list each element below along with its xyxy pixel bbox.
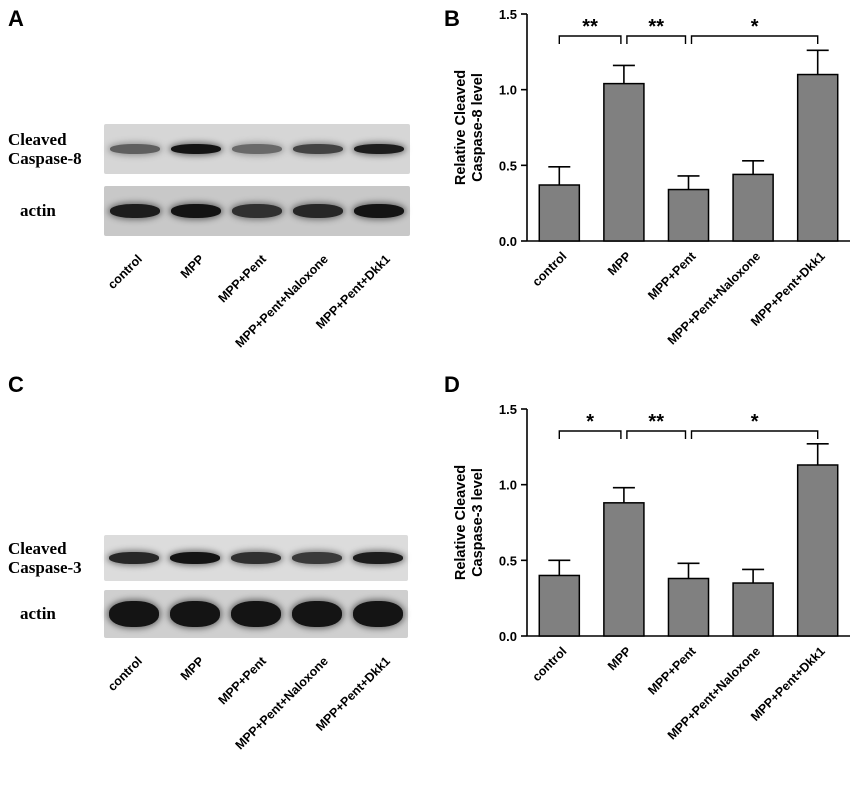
chart-d-content: 0.0 0.5 1.0 1.5 Relative Cleaved Caspase-3 le… bbox=[453, 402, 850, 743]
blot-c-target-label-line1: Cleaved bbox=[8, 539, 67, 558]
bar-chart-d: 0.0 0.5 1.0 1.5 Relative Cleaved Caspase-3 le… bbox=[453, 402, 850, 743]
chart-d-significance-bracket-3 bbox=[690, 430, 819, 439]
blot-a-target-strip bbox=[104, 124, 410, 174]
blot-a-actin-band-4 bbox=[293, 204, 344, 218]
blot-c-actin-band-3 bbox=[231, 601, 281, 627]
panel-letter-d: D bbox=[444, 372, 460, 397]
chart-b-significance-label-3: * bbox=[751, 16, 759, 38]
blot-c-actin-band-1 bbox=[109, 601, 160, 627]
blot-c-target-band-5 bbox=[352, 552, 403, 564]
blot-c-target-label: Cleaved Caspase-3 bbox=[8, 539, 82, 577]
chart-b-bar-2 bbox=[603, 82, 645, 242]
blot-c-actin-band-2 bbox=[170, 601, 221, 627]
blot-a-actin-band-1 bbox=[109, 204, 160, 218]
blot-a-target-label-line1: Cleaved bbox=[8, 130, 67, 149]
chart-b-bar-3 bbox=[667, 188, 710, 242]
blot-a-target-band-1 bbox=[109, 144, 160, 154]
chart-d-ytick-label-0: 0.0 bbox=[499, 629, 517, 644]
chart-d-bar-3 bbox=[667, 577, 710, 637]
blot-c-actin-strip bbox=[104, 590, 408, 638]
chart-d-ytick-label-3: 1.5 bbox=[499, 402, 517, 417]
blot-c-target-label-line2: Caspase-3 bbox=[8, 558, 82, 577]
chart-d-xtick-label-2: MPP bbox=[605, 644, 634, 673]
blot-a-actin-label: actin bbox=[20, 201, 56, 220]
chart-b-ytick-label-2: 1.0 bbox=[499, 83, 517, 98]
chart-d-ylabel-line-1: Relative Cleaved bbox=[453, 465, 469, 580]
chart-b-ytick-label-0: 0.0 bbox=[499, 234, 517, 249]
chart-d-xtick-label-3: MPP+Pent bbox=[645, 644, 699, 698]
chart-d-bar-1 bbox=[538, 574, 581, 637]
chart-d-significance-label-3: * bbox=[751, 411, 759, 433]
chart-b-bar-1 bbox=[538, 184, 581, 242]
blot-c-target-band-1 bbox=[109, 552, 160, 564]
chart-b-ytick-label-3: 1.5 bbox=[499, 7, 517, 22]
chart-d-ytick-label-2: 1.0 bbox=[499, 478, 517, 493]
blot-a-actin-band-2 bbox=[170, 204, 221, 218]
blot-c-target-strip bbox=[104, 535, 408, 581]
blot-a-target-label-line2: Caspase-8 bbox=[8, 149, 82, 168]
chart-b-significance-bracket-1 bbox=[558, 35, 622, 44]
blot-a-target-band-2 bbox=[170, 144, 221, 154]
blot-c-target-band-3 bbox=[231, 552, 281, 564]
blot-a-target-label: Cleaved Caspase-8 bbox=[8, 130, 82, 168]
blot-a-actin-strip bbox=[104, 186, 410, 236]
blot-a-target-band-3 bbox=[231, 144, 283, 154]
blot-c-target-band-4 bbox=[291, 552, 342, 564]
chart-b-ylabel-line-1: Relative Cleaved bbox=[453, 70, 469, 185]
chart-b-significance-bracket-3 bbox=[690, 35, 819, 44]
blot-a-target-band-4 bbox=[293, 144, 344, 154]
blot-c-actin-band-4 bbox=[291, 601, 342, 627]
panel-letter-a: A bbox=[8, 6, 24, 31]
chart-b-bar-4 bbox=[732, 173, 774, 242]
chart-b-significance-label-2: ** bbox=[648, 16, 664, 38]
chart-d-ylabel-line-2: Caspase-3 level bbox=[470, 468, 486, 577]
chart-b-ytick-label-1: 0.5 bbox=[499, 158, 517, 173]
blot-c-target-band-2 bbox=[170, 552, 221, 564]
chart-d-significance-bracket-1 bbox=[558, 430, 622, 439]
chart-d-ytick-label-1: 0.5 bbox=[499, 553, 517, 568]
blot-a-target-band-5 bbox=[354, 144, 405, 154]
chart-d-bar-5 bbox=[796, 464, 839, 637]
chart-d-significance-bracket-2 bbox=[626, 430, 687, 439]
bar-chart-b: 0.0 0.5 1.0 1.5 Relative Cleaved Caspase-8 le… bbox=[453, 7, 850, 348]
chart-d-bar-4 bbox=[732, 582, 774, 637]
chart-d-bar-2 bbox=[603, 502, 645, 637]
chart-d-significance-label-1: * bbox=[586, 411, 594, 433]
panel-letter-b: B bbox=[444, 6, 460, 31]
chart-b-significance-label-1: ** bbox=[582, 16, 598, 38]
blot-c-actin-label: actin bbox=[20, 604, 56, 623]
chart-b-ylabel-line-2: Caspase-8 level bbox=[470, 73, 486, 182]
blot-c-actin-band-5 bbox=[352, 601, 403, 627]
chart-b-bar-5 bbox=[796, 73, 839, 242]
chart-d-xtick-label-1: control bbox=[530, 644, 570, 684]
blot-a-actin-band-3 bbox=[231, 204, 283, 218]
chart-d-significance-label-2: ** bbox=[648, 411, 664, 433]
panel-letter-c: C bbox=[8, 372, 24, 397]
blot-a-actin-band-5 bbox=[354, 204, 405, 218]
chart-b-significance-bracket-2 bbox=[626, 35, 687, 44]
